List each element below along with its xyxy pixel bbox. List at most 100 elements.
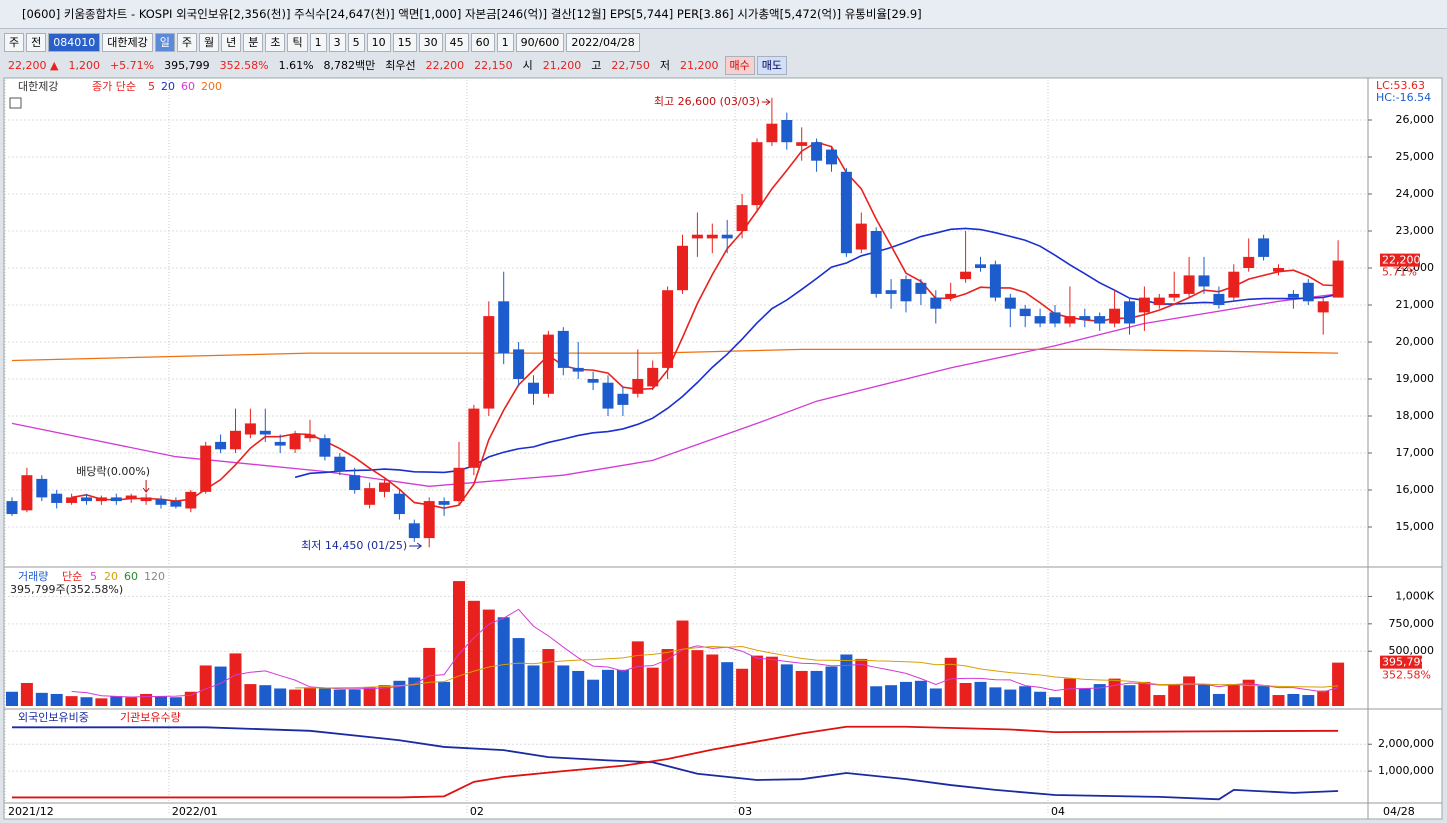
volume-bar bbox=[1242, 679, 1255, 706]
volume-bar bbox=[393, 680, 406, 706]
toolbar-item[interactable]: 년 bbox=[221, 32, 242, 52]
toolbar-item[interactable]: 3 bbox=[328, 32, 346, 52]
volume-bar bbox=[914, 680, 927, 706]
candle-body bbox=[36, 478, 48, 498]
toolbar-item[interactable]: 2022/04/28 bbox=[566, 32, 640, 52]
annotation: 최저 14,450 (01/25) bbox=[301, 539, 407, 552]
volume-bar bbox=[1168, 684, 1181, 706]
candle-body bbox=[721, 234, 733, 239]
toolbar-item[interactable]: 1 bbox=[309, 32, 327, 52]
volume-bar bbox=[155, 696, 167, 706]
volume-tag bbox=[1380, 655, 1422, 669]
candle-body bbox=[1049, 312, 1061, 324]
toolbar-item[interactable]: 주 bbox=[4, 32, 25, 52]
candle-body bbox=[334, 456, 346, 472]
volume-bar bbox=[274, 688, 287, 706]
candle-body bbox=[140, 497, 152, 502]
volume-bar bbox=[587, 679, 600, 706]
toolbar-item: 352.58% bbox=[219, 58, 269, 72]
toolbar-item[interactable]: 5 bbox=[347, 32, 365, 52]
toolbar-item[interactable]: 084010 bbox=[48, 32, 101, 52]
volume-bar bbox=[1004, 689, 1017, 706]
annotation: 배당락(0.00%) bbox=[76, 465, 150, 478]
volume-bar bbox=[676, 620, 689, 706]
volume-bar bbox=[497, 617, 510, 706]
toolbar-item[interactable]: 15 bbox=[392, 32, 417, 52]
candle-body bbox=[1153, 297, 1165, 305]
toolbar-item[interactable]: 60 bbox=[470, 32, 495, 52]
toolbar-item: 시 bbox=[522, 58, 533, 72]
candle-body bbox=[1004, 297, 1016, 309]
toolbar-item[interactable]: 초 bbox=[265, 32, 286, 52]
candle-body bbox=[289, 434, 301, 450]
candle-body bbox=[6, 501, 18, 515]
volume-bar bbox=[1183, 676, 1196, 706]
candle-body bbox=[274, 441, 286, 446]
volume-bar bbox=[1093, 684, 1106, 706]
candle-body bbox=[1198, 275, 1210, 287]
candle-body bbox=[81, 497, 92, 502]
toolbar-item[interactable]: 일 bbox=[154, 32, 175, 52]
volume-bar bbox=[95, 698, 108, 706]
toolbar-item[interactable]: 45 bbox=[444, 32, 469, 52]
legend-item: 5 bbox=[148, 80, 155, 93]
arrow bbox=[761, 98, 771, 106]
toolbar-item: 21,200 bbox=[542, 58, 582, 72]
volume-bar bbox=[259, 685, 272, 706]
toolbar-item[interactable]: 90/600 bbox=[515, 32, 565, 52]
toolbar-item[interactable]: 분 bbox=[243, 32, 264, 52]
legend-item: 20 bbox=[161, 80, 175, 93]
candle-body bbox=[1273, 268, 1284, 272]
toolbar-item: 22,200 ▲ bbox=[8, 58, 59, 72]
candle-body bbox=[51, 493, 63, 503]
toolbar-item[interactable]: 대한제강 bbox=[102, 32, 153, 52]
x-tick-label: 03 bbox=[738, 805, 752, 818]
legend-item: 5 bbox=[90, 570, 97, 583]
volume-bar bbox=[80, 697, 93, 706]
candle-body bbox=[602, 382, 614, 409]
y-tick-label: 15,000 bbox=[1396, 520, 1435, 533]
toolbar-item[interactable]: 전 bbox=[26, 32, 47, 52]
legend-item: 60 bbox=[181, 80, 195, 93]
candle-body bbox=[1302, 282, 1314, 302]
x-tick-label: 04 bbox=[1051, 805, 1065, 818]
candle-body bbox=[1243, 256, 1255, 268]
legend-item: 거래량 bbox=[18, 570, 48, 583]
volume-bar bbox=[1227, 684, 1240, 706]
toolbar-item[interactable]: 10 bbox=[366, 32, 391, 52]
toolbar-item[interactable]: 월 bbox=[198, 32, 220, 52]
volume-bar bbox=[1332, 662, 1345, 706]
candle-body bbox=[855, 223, 867, 250]
legend-icon bbox=[9, 97, 22, 109]
volume-bar bbox=[1287, 693, 1300, 706]
toolbar-item[interactable]: 30 bbox=[418, 32, 443, 52]
toolbar-item[interactable]: 1 bbox=[496, 32, 514, 52]
volume-bar bbox=[1019, 686, 1032, 706]
y-tick-label: 500,000 bbox=[1389, 644, 1435, 657]
legend-item: 외국인보유비중 bbox=[18, 711, 89, 724]
volume-bar bbox=[1302, 695, 1315, 706]
toolbar-item[interactable]: 주 bbox=[176, 32, 197, 52]
candle-body bbox=[975, 264, 986, 268]
candle-body bbox=[453, 467, 465, 502]
candle-body bbox=[125, 495, 137, 500]
toolbar-item[interactable]: 틱 bbox=[287, 32, 308, 52]
y-tick-label: 20,000 bbox=[1396, 335, 1435, 348]
toolbar-item[interactable]: 매도 bbox=[756, 55, 788, 75]
candle-body bbox=[1213, 293, 1225, 305]
y-tick-label: 16,000 bbox=[1396, 483, 1435, 496]
volume-bar bbox=[1138, 681, 1151, 706]
volume-bar bbox=[855, 658, 868, 706]
candle-body bbox=[364, 488, 376, 505]
series-line bbox=[12, 725, 1339, 799]
candle-body bbox=[557, 330, 569, 368]
y-tick-label: 2,000,000 bbox=[1378, 737, 1434, 750]
candle-body bbox=[423, 501, 435, 539]
candle-body bbox=[483, 316, 495, 409]
toolbar-item[interactable]: 매수 bbox=[724, 55, 755, 75]
volume-bar bbox=[780, 664, 793, 706]
volume-bar bbox=[6, 691, 18, 706]
legend-item: 단순 bbox=[62, 570, 82, 583]
candle-body bbox=[513, 349, 525, 379]
candle-body bbox=[542, 334, 554, 394]
